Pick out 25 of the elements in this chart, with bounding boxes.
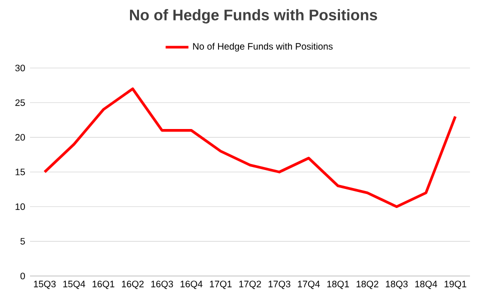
x-tick-label: 15Q3 [34, 280, 56, 289]
line-series [43, 87, 457, 208]
y-tick-label: 0 [20, 272, 25, 280]
x-tick-label: 16Q2 [122, 280, 144, 289]
y-tick-label: 5 [20, 238, 25, 245]
x-tick-label: 18Q1 [327, 280, 349, 289]
x-tick-label: 16Q1 [92, 280, 114, 289]
x-tick-label: 17Q3 [268, 280, 290, 289]
x-tick-label: 15Q4 [63, 280, 86, 289]
x-tick-label: 17Q1 [210, 280, 232, 289]
y-tick-label: 20 [15, 134, 25, 141]
x-tick-label: 18Q3 [386, 280, 408, 289]
x-tick-label: 18Q2 [356, 280, 378, 289]
x-tick-label: 17Q2 [239, 280, 261, 289]
y-tick-label: 25 [15, 99, 25, 106]
x-tick-label: 17Q4 [298, 280, 320, 289]
x-tick-label: 19Q1 [444, 280, 466, 289]
y-tick-label: 30 [15, 64, 25, 72]
x-tick-label: 16Q4 [180, 280, 202, 289]
legend-label: No of Hedge Funds with Positions [193, 42, 333, 52]
chart-title: No of Hedge Funds with Positions [130, 9, 378, 24]
x-tick-label: 18Q4 [415, 280, 438, 289]
x-tick-label: 16Q3 [151, 280, 173, 289]
y-tick-label: 10 [16, 203, 25, 210]
y-tick-label: 15 [16, 168, 25, 176]
